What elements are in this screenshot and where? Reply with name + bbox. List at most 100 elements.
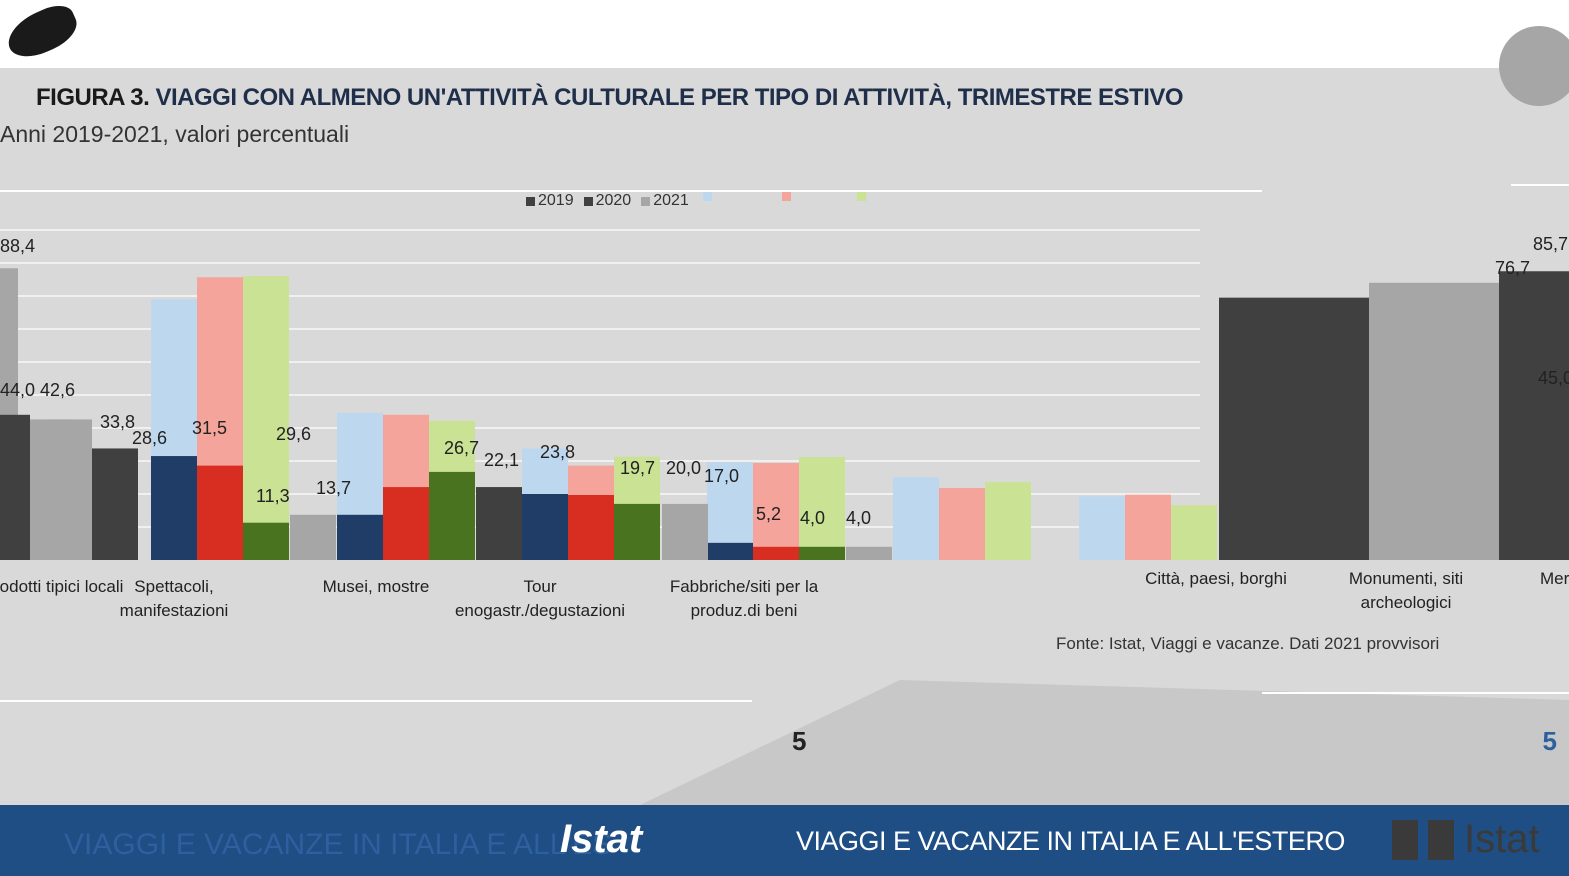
overlay-bar xyxy=(290,514,336,560)
divider-bottom-right xyxy=(1262,692,1569,694)
data-label: 42,6 xyxy=(40,380,75,400)
data-label: 29,6 xyxy=(276,424,311,444)
ghost-legend-swatch-icon xyxy=(702,192,712,201)
legend-label: 2021 xyxy=(653,192,689,209)
legend-swatch-icon xyxy=(641,196,651,206)
logo-block-icon xyxy=(1428,819,1454,860)
right-panel-bar xyxy=(1219,297,1369,560)
bar-2019 xyxy=(151,456,197,560)
legend-label: 2019 xyxy=(538,192,574,209)
category-label: produz.di beni xyxy=(691,601,798,620)
figure-subtitle: Anni 2019-2021, valori percentuali xyxy=(0,121,350,147)
figure-number: FIGURA 3. xyxy=(36,84,150,111)
data-label: 44,0 xyxy=(0,380,35,400)
footer-bar xyxy=(0,805,1569,876)
data-label: 22,1 xyxy=(484,450,519,470)
right-panel-bar xyxy=(1499,271,1569,560)
ghost-bar-2019 xyxy=(1079,496,1125,560)
category-label: manifestazioni xyxy=(120,601,229,620)
decorative-swoosh xyxy=(640,680,1569,805)
legend-label: 2020 xyxy=(595,192,632,209)
legend-item-2019: 2019 xyxy=(526,192,574,210)
bar-2020 xyxy=(383,487,429,560)
ghost-bar-2021 xyxy=(985,482,1031,560)
ghost-bar-2020 xyxy=(1125,494,1171,560)
logo-block-icon xyxy=(1392,819,1418,860)
category-label: enogastr./degustazioni xyxy=(455,601,625,620)
ghost-bar-2019 xyxy=(893,477,939,560)
category-label: Spettacoli, xyxy=(134,577,213,596)
bar-2021 xyxy=(799,546,845,560)
footer-title: VIAGGI E VACANZE IN ITALIA E ALL'ESTERO xyxy=(796,826,1345,856)
category-label: Città, paesi, borghi xyxy=(1145,569,1287,588)
ghost-bar-2021 xyxy=(799,457,845,560)
data-label: 31,5 xyxy=(192,418,227,438)
bar-2021 xyxy=(243,522,289,560)
data-label: 4,0 xyxy=(800,508,825,528)
category-label: Monumenti, siti xyxy=(1349,569,1463,588)
figure-title-text: VIAGGI CON ALMENO UN'ATTIVITÀ CULTURALE … xyxy=(155,84,1184,111)
category-label: Mercati xyxy=(1540,569,1569,588)
source-note: Fonte: Istat, Viaggi e vacanze. Dati 202… xyxy=(1056,634,1440,653)
bar-2019 xyxy=(337,514,383,560)
istat-logo-ghost: Istat xyxy=(1392,817,1540,862)
legend-item-2020: 2020 xyxy=(583,192,632,210)
legend-swatch-icon xyxy=(583,196,593,206)
figure-title: FIGURA 3. VIAGGI CON ALMENO UN'ATTIVITÀ … xyxy=(36,84,1184,112)
data-label: 17,0 xyxy=(704,466,739,486)
right-panel-bar xyxy=(1545,546,1569,560)
data-label: 88,4 xyxy=(0,236,35,256)
bar-2021 xyxy=(614,503,660,560)
data-label: 28,6 xyxy=(132,428,167,448)
category-label: Musei, mostre xyxy=(323,577,430,596)
page-number-ghost: 5 xyxy=(1542,726,1557,756)
overlay-bar xyxy=(476,487,522,560)
data-label: 26,7 xyxy=(444,438,479,458)
decorative-corner-shape xyxy=(1499,26,1569,106)
page-number: 5 xyxy=(792,726,807,756)
data-label: 45,0 xyxy=(1538,368,1569,388)
istat-logo: Istat xyxy=(560,817,643,861)
top-banner xyxy=(0,0,1569,68)
bar-2021 xyxy=(429,471,475,560)
divider-top xyxy=(0,190,1262,192)
data-label: 13,7 xyxy=(316,478,351,498)
data-label: 5,2 xyxy=(756,504,781,524)
ghost-bar-2020 xyxy=(939,488,985,560)
category-label: rodotti tipici locali xyxy=(0,577,123,596)
overlay-bar xyxy=(92,448,138,560)
category-label: Fabbriche/siti per la xyxy=(670,577,819,596)
data-label: 85,7 xyxy=(1533,234,1568,254)
overlay-bar xyxy=(662,503,708,560)
category-label: Tour xyxy=(523,577,556,596)
legend-item-2021: 2021 xyxy=(641,192,689,210)
bar-2020 xyxy=(568,494,614,560)
overlay-bar xyxy=(46,419,92,560)
bar-2020 xyxy=(753,546,799,560)
data-label: 23,8 xyxy=(540,442,575,462)
data-label: 76,7 xyxy=(1495,258,1530,278)
ghost-bar-2021 xyxy=(243,276,289,560)
data-label: 33,8 xyxy=(100,412,135,432)
divider-top-right xyxy=(1511,184,1569,186)
ghost-bar-2021 xyxy=(1171,505,1217,560)
data-label: 19,7 xyxy=(620,458,655,478)
ghost-legend-swatch-icon xyxy=(781,192,791,201)
divider-bottom xyxy=(0,700,752,702)
overlay-bar xyxy=(846,546,892,560)
right-panel-bar xyxy=(1369,282,1499,560)
istat-logo-ghost-text: Istat xyxy=(1464,817,1540,861)
ghost-bar-2020 xyxy=(753,462,799,560)
bar-2019 xyxy=(707,542,753,560)
legend-swatch-icon xyxy=(526,196,535,206)
chart-legend: 2019 2020 2021 xyxy=(526,192,866,210)
overlay-bar xyxy=(0,414,18,560)
data-label: 11,3 xyxy=(256,486,290,506)
ghost-legend-swatch-icon xyxy=(856,192,866,201)
footer-ghost-title: VIAGGI E VACANZE IN ITALIA E ALL'ES xyxy=(64,828,613,861)
data-label: 20,0 xyxy=(666,458,701,478)
data-label: 4,0 xyxy=(846,508,871,528)
category-label: archeologici xyxy=(1361,593,1452,612)
bar-2019 xyxy=(522,494,568,560)
